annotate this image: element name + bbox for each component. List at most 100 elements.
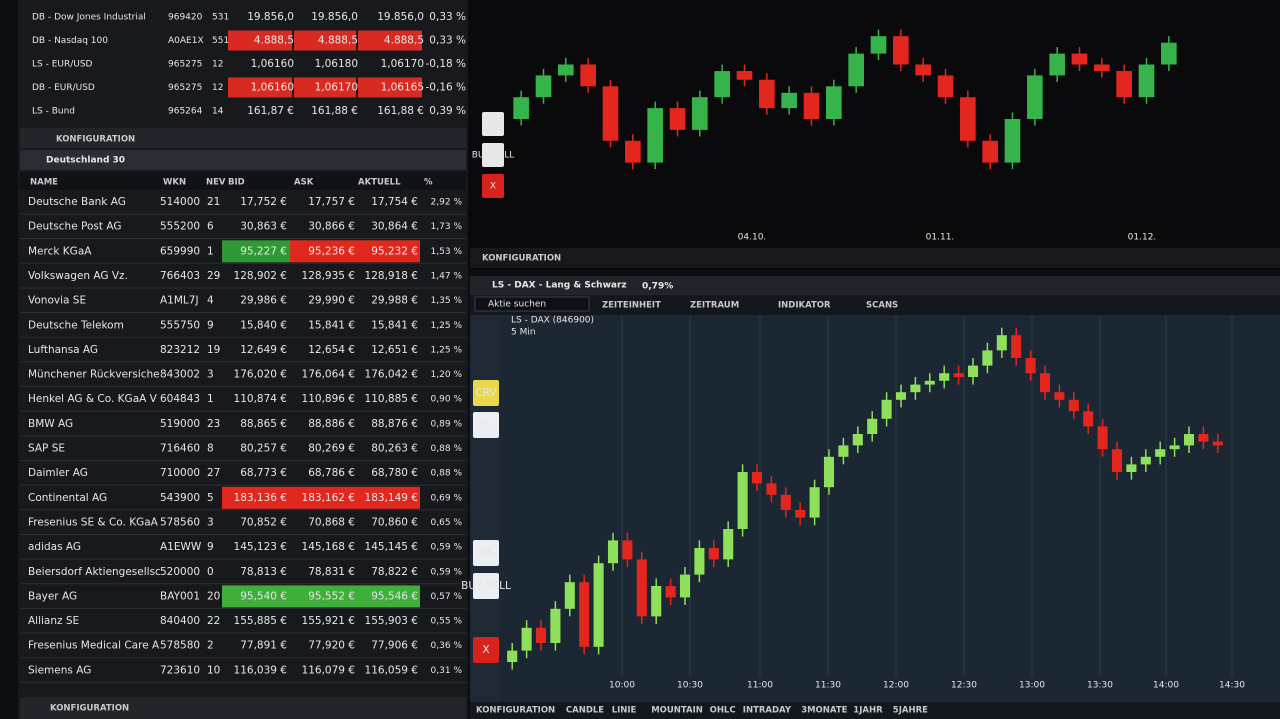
bottom-menu[interactable]: 3MONATE bbox=[801, 706, 847, 716]
bottom-menu[interactable]: KONFIGURATION bbox=[476, 706, 555, 716]
cell: 15,840 € bbox=[240, 319, 287, 331]
candle-body bbox=[937, 75, 954, 98]
candle-body bbox=[647, 108, 663, 163]
menu-item[interactable]: SCANS bbox=[866, 301, 898, 311]
candle-body bbox=[1138, 64, 1155, 98]
tool-button[interactable] bbox=[473, 573, 499, 599]
flash-cell bbox=[222, 240, 290, 263]
tool-label[interactable]: aA bbox=[487, 120, 500, 130]
cell: 95,552 € bbox=[308, 590, 355, 602]
x-tick-label: 12:30 bbox=[951, 681, 977, 691]
stock-name[interactable]: Daimler AG bbox=[28, 467, 88, 479]
cell: 555200 bbox=[160, 221, 200, 233]
tool-label[interactable]: BUY SELL bbox=[461, 580, 511, 592]
bottom-menu[interactable]: CANDLE bbox=[566, 706, 604, 716]
cell: 6 bbox=[207, 221, 214, 233]
cell: A0AE1X bbox=[168, 36, 204, 46]
cell: 17,752 € bbox=[240, 196, 287, 208]
cell: A1ML7J bbox=[160, 295, 199, 307]
flash-cell bbox=[290, 486, 357, 509]
tool-label[interactable]: BUY SELL bbox=[472, 151, 515, 161]
cell: 19.856,0 bbox=[377, 11, 424, 23]
candle-body bbox=[692, 97, 708, 130]
tool-button[interactable] bbox=[482, 112, 504, 136]
cell: 30,864 € bbox=[371, 221, 418, 233]
tool-label[interactable]: CRV bbox=[475, 387, 497, 399]
tool-label[interactable]: aA bbox=[479, 547, 493, 559]
candle-body bbox=[564, 582, 575, 609]
flash-cell bbox=[290, 585, 357, 608]
menu-item[interactable]: INDIKATOR bbox=[778, 301, 831, 311]
tool-label[interactable]: % bbox=[481, 419, 491, 431]
cell: 110,896 € bbox=[302, 393, 355, 405]
candle-body bbox=[1116, 71, 1132, 98]
bottom-menu[interactable]: 5JAHRE bbox=[893, 706, 928, 716]
bottom-menu[interactable]: OHLC bbox=[710, 706, 736, 716]
candle-body bbox=[893, 36, 909, 65]
tool-button[interactable] bbox=[473, 412, 499, 438]
candle-body bbox=[960, 97, 976, 141]
cell: 19.856,0 bbox=[311, 11, 358, 23]
stock-name[interactable]: BMW AG bbox=[28, 418, 73, 430]
column-header: ASK bbox=[294, 178, 314, 188]
menu-item[interactable]: ZEITRAUM bbox=[690, 301, 739, 311]
stock-name[interactable]: Volkswagen AG Vz. bbox=[28, 270, 128, 282]
stock-name[interactable]: Allianz SE bbox=[28, 615, 79, 627]
cell: A1EWW bbox=[160, 541, 202, 553]
bottom-menu[interactable]: 1JAHR bbox=[853, 706, 883, 716]
stock-name[interactable]: Siemens AG bbox=[28, 664, 91, 676]
footer-label[interactable]: KONFIGURATION bbox=[50, 704, 129, 714]
tool-label[interactable]: X bbox=[490, 182, 496, 192]
cell: 19.856,0 bbox=[247, 11, 294, 23]
menu-item[interactable]: ZEITEINHEIT bbox=[602, 301, 661, 311]
upper-footer bbox=[470, 248, 1280, 268]
tool-button[interactable] bbox=[482, 174, 504, 198]
tool-button[interactable] bbox=[473, 540, 499, 566]
candle-body bbox=[996, 335, 1007, 351]
stock-name[interactable]: Continental AG bbox=[28, 492, 107, 504]
stock-name[interactable]: Fresenius SE & Co. KGaA bbox=[28, 516, 159, 528]
stock-name[interactable]: SAP SE bbox=[28, 443, 65, 455]
tool-button[interactable] bbox=[473, 380, 499, 406]
tool-button[interactable] bbox=[473, 637, 499, 663]
candle-body bbox=[795, 510, 806, 518]
stock-name[interactable]: Beiersdorf Aktiengesellsc bbox=[28, 566, 161, 578]
cell: 0,89 % bbox=[431, 419, 463, 429]
candle-body bbox=[867, 418, 878, 434]
bottom-menu[interactable]: MOUNTAIN bbox=[651, 706, 703, 716]
stock-name[interactable]: Deutsche Bank AG bbox=[28, 196, 126, 208]
stock-name[interactable]: Münchener Rückversiche bbox=[28, 369, 160, 381]
cell: 95,232 € bbox=[371, 245, 418, 257]
bottom-menu[interactable]: LINIE bbox=[612, 706, 637, 716]
stock-name[interactable]: Fresenius Medical Care A bbox=[28, 640, 160, 652]
footer-label[interactable]: KONFIGURATION bbox=[482, 254, 561, 264]
tool-label[interactable]: X bbox=[482, 644, 489, 656]
stock-name[interactable]: Merck KGaA bbox=[28, 245, 92, 257]
stock-name[interactable]: Lufthansa AG bbox=[28, 344, 98, 356]
stock-name[interactable]: adidas AG bbox=[28, 541, 81, 553]
search-box[interactable] bbox=[474, 296, 590, 312]
cell: 0,33 % bbox=[429, 35, 466, 47]
candle-body bbox=[579, 582, 590, 647]
cell: 723610 bbox=[160, 664, 200, 676]
cell: 27 bbox=[207, 467, 220, 479]
cell: 9 bbox=[207, 319, 214, 331]
stock-name[interactable]: Henkel AG & Co. KGaA V bbox=[28, 393, 158, 405]
cell: 1,20 % bbox=[431, 370, 463, 380]
cell: 965264 bbox=[168, 107, 203, 117]
stock-name[interactable]: Deutsche Telekom bbox=[28, 319, 124, 331]
cell: 15,841 € bbox=[371, 319, 418, 331]
bottom-menu[interactable]: INTRADAY bbox=[743, 706, 792, 716]
stock-name[interactable]: Bayer AG bbox=[28, 590, 77, 602]
stock-name[interactable]: Vonovia SE bbox=[28, 295, 86, 307]
search-placeholder[interactable]: Aktie suchen bbox=[488, 300, 546, 310]
cell: 19 bbox=[207, 344, 220, 356]
x-tick-label: 13:00 bbox=[1019, 681, 1045, 691]
stock-name[interactable]: Deutsche Post AG bbox=[28, 221, 121, 233]
tool-button[interactable] bbox=[482, 143, 504, 167]
cell: 22 bbox=[207, 615, 220, 627]
cell: 29,988 € bbox=[371, 295, 418, 307]
candle-body bbox=[939, 373, 950, 381]
footer-label[interactable]: KONFIGURATION bbox=[56, 135, 135, 145]
